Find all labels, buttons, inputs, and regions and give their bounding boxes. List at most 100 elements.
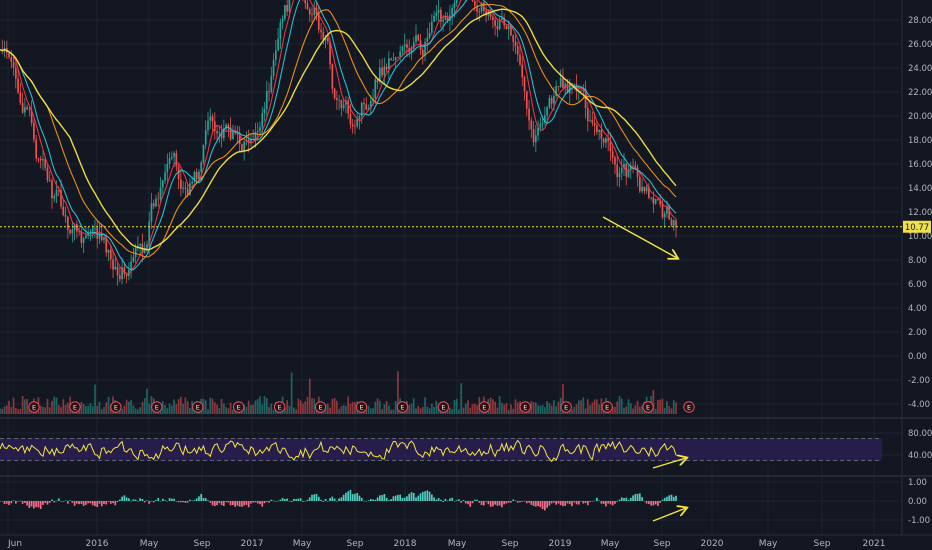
candle-body	[186, 188, 189, 196]
volume-bar	[1, 408, 4, 414]
histogram-bar	[263, 501, 266, 504]
candle-body	[118, 275, 121, 280]
candle-body	[143, 249, 146, 253]
volume-bar	[39, 405, 42, 414]
volume-bar	[392, 409, 395, 414]
histogram-bar	[566, 501, 569, 504]
candle-body	[568, 83, 571, 94]
earnings-circle	[642, 401, 654, 413]
candle-body	[412, 42, 415, 49]
histogram-bar	[189, 499, 191, 501]
histogram-bar	[351, 494, 354, 501]
volume-bar	[614, 406, 616, 414]
candle-body	[28, 109, 31, 111]
earnings-marker: E	[642, 401, 654, 413]
volume-bar	[53, 396, 56, 414]
candle-body	[155, 198, 157, 207]
histogram-bar	[89, 501, 92, 504]
volume-bar	[336, 400, 338, 414]
volume-bar	[12, 397, 15, 414]
histogram-bar	[94, 501, 96, 507]
histogram-bar	[103, 501, 105, 505]
histogram-bar	[148, 501, 151, 504]
volume-bar	[3, 406, 6, 414]
histogram-bar	[342, 494, 345, 501]
histogram-bar	[238, 501, 241, 507]
candle-body	[175, 152, 178, 167]
earnings-label: E	[605, 404, 609, 412]
volume-bar	[220, 398, 223, 414]
candle-body	[417, 35, 420, 41]
histogram-bar	[645, 501, 648, 504]
candle-body	[541, 122, 544, 124]
candle-body	[317, 14, 320, 30]
histogram-tick-label: -1.00	[908, 516, 930, 526]
earnings-circle	[314, 401, 327, 413]
y-tick-label: 26.00	[908, 40, 932, 50]
histogram-bar	[315, 493, 318, 501]
volume-bar	[347, 396, 350, 414]
histogram-bar	[128, 498, 130, 501]
histogram-bar	[620, 497, 623, 501]
volume-bar	[213, 402, 216, 414]
histogram-bar	[132, 499, 135, 501]
candle-body	[519, 54, 521, 65]
histogram-bar	[141, 498, 144, 501]
volume-bar	[408, 405, 411, 414]
volume-bar	[433, 406, 435, 414]
histogram-bar	[125, 497, 128, 501]
candle-body	[218, 132, 221, 134]
candle-body	[471, 0, 474, 1]
volume-bar	[507, 409, 510, 414]
histogram-bar	[295, 499, 298, 501]
volume-bar	[218, 408, 221, 414]
histogram-bar	[191, 500, 194, 502]
histogram-bar	[57, 498, 60, 501]
candle-body	[503, 18, 506, 26]
histogram-bar	[19, 500, 22, 502]
histogram-bar	[449, 498, 451, 501]
histogram-bar	[629, 497, 632, 501]
volume-bar	[435, 400, 438, 414]
candle-body	[44, 159, 47, 168]
histogram-bar	[5, 501, 8, 504]
volume-bar	[541, 404, 544, 414]
histogram-bar	[478, 501, 481, 503]
volume-bar	[247, 400, 250, 414]
earnings-marker: E	[273, 401, 286, 413]
candle-body	[539, 123, 542, 128]
histogram-bar	[336, 501, 338, 502]
candle-body	[643, 186, 646, 192]
volume-bar	[505, 403, 508, 414]
volume-bar	[17, 409, 19, 414]
candle-body	[313, 7, 316, 16]
earnings-label: E	[359, 404, 363, 412]
volume-bar	[394, 400, 397, 414]
histogram-bar	[186, 501, 189, 503]
candle-body	[399, 51, 402, 58]
volume-bar	[555, 406, 558, 414]
histogram-bar	[39, 501, 42, 509]
volume-bar	[494, 401, 496, 414]
histogram-bar	[482, 501, 485, 506]
candle-body	[180, 179, 182, 189]
y-tick-label: 14.00	[908, 184, 932, 194]
histogram-bar	[150, 500, 153, 502]
y-axis[interactable]: 28.00 26.00 24.00 22.00 20.00 18.00 16.00 14.00…	[908, 16, 932, 526]
histogram-bar	[675, 495, 677, 501]
volume-bar	[557, 401, 560, 414]
candle-body	[657, 198, 659, 200]
x-axis[interactable]: Jun 2016 May Sep 2017 May Sep 2018 May Sep 2019 May…	[7, 539, 885, 549]
volume-bar	[57, 405, 60, 414]
candle-body	[173, 152, 175, 157]
histogram-bar	[476, 499, 478, 501]
volume-bar	[87, 405, 90, 414]
volume-bar	[243, 405, 246, 414]
candle-body	[424, 41, 426, 56]
volume-bar	[381, 409, 383, 414]
volume-bar	[503, 404, 506, 414]
histogram-bar	[668, 495, 671, 501]
candle-body	[354, 126, 356, 128]
rsi-arrow	[652, 458, 686, 469]
volume-bar	[118, 408, 121, 414]
